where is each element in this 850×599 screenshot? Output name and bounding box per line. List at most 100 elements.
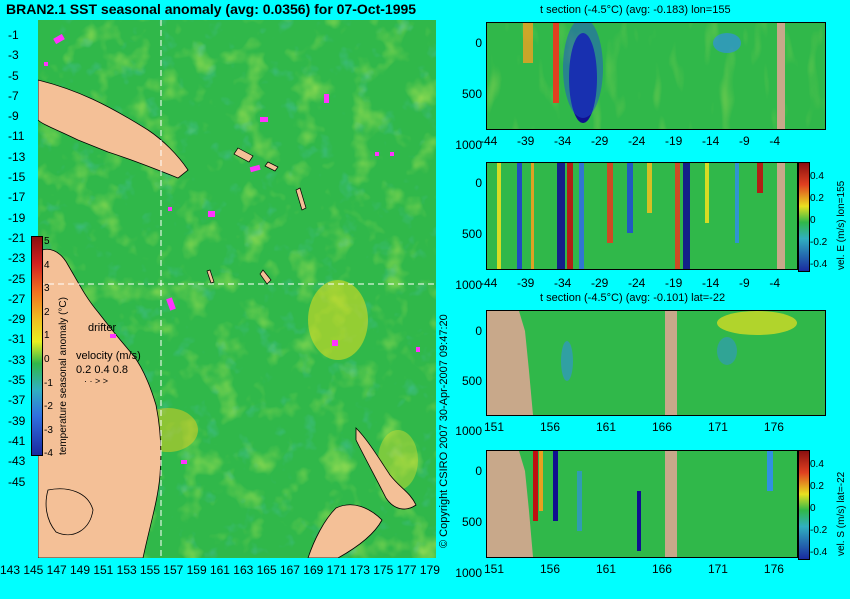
panel-3-title: t section (-4.5°C) (avg: -0.101) lat=-22 — [540, 292, 726, 304]
cbar-tick: 0.4 — [810, 459, 824, 470]
cbar-tick: 0 — [810, 503, 816, 514]
panel-1-title: t section (-4.5°C) (avg: -0.183) lon=155 — [540, 4, 731, 16]
lon-tick: 159 — [186, 563, 207, 577]
lon-tick: 163 — [233, 563, 254, 577]
lat-tick: -9 — [8, 109, 19, 124]
panel-4-colorbar — [798, 450, 810, 560]
map-lat-ticks: -1 -3 -5 -7 -9 -11 -13 -15 -17 -19 -21 -… — [8, 25, 25, 492]
y-tick: 1000 — [455, 424, 482, 438]
cbar-tick: 0.2 — [810, 481, 824, 492]
lat-tick: -27 — [8, 291, 26, 306]
panel-2-xticks: -44 -39 -34 -29 -24 -19 -14 -9 -4 — [480, 276, 780, 290]
lon-tick: 175 — [373, 563, 394, 577]
x-tick: -14 — [702, 134, 720, 148]
cbar-tick: -0.2 — [810, 525, 828, 536]
lat-tick: -1 — [8, 28, 19, 42]
x-tick: -9 — [739, 276, 750, 290]
colorbar-tick: 3 — [44, 283, 50, 295]
panel-4-yticks: 0 500 1000 — [450, 446, 482, 599]
colorbar-tick: -1 — [44, 377, 53, 389]
y-tick: 0 — [475, 464, 482, 478]
lat-tick: -3 — [8, 48, 19, 63]
x-tick: -19 — [665, 134, 683, 148]
panel-1-plot[interactable] — [486, 22, 826, 130]
lat-tick: -31 — [8, 332, 26, 347]
x-tick: -9 — [739, 134, 750, 148]
lat-tick: -13 — [8, 149, 26, 164]
colorbar-tick: -2 — [44, 401, 53, 413]
new-guinea-land — [38, 79, 189, 179]
x-tick: 161 — [595, 420, 616, 434]
tasmania-land — [45, 488, 94, 536]
map-colorbar-ticks: 5 4 3 2 1 0 -1 -2 -3 -4 — [44, 230, 53, 466]
panel-4-cbar-ticks: 0.4 0.2 0 -0.2 -0.4 — [810, 454, 827, 564]
lon-tick: 157 — [163, 563, 184, 577]
copyright-text: © Copyright CSIRO 2007 30-Apr-2007 09:47… — [438, 314, 450, 548]
x-tick: 166 — [651, 420, 672, 434]
panel-3-yticks: 0 500 1000 — [450, 306, 482, 456]
panel-3-plot[interactable] — [486, 310, 826, 416]
y-tick: 500 — [461, 515, 482, 529]
main-title: BRAN2.1 SST seasonal anomaly (avg: 0.035… — [6, 1, 417, 17]
panel-2-cbar-label: vel. E (m/s) lon=155 — [836, 180, 847, 270]
x-tick: 176 — [763, 420, 784, 434]
panel-4-cbar-label: vel. S (m/s) lat=-22 — [836, 471, 847, 556]
x-tick: -44 — [480, 276, 498, 290]
map-colorbar — [31, 236, 43, 456]
lat-tick: -33 — [8, 352, 26, 367]
x-tick: -24 — [628, 276, 646, 290]
x-tick: 151 — [484, 562, 505, 576]
x-tick: -24 — [628, 134, 646, 148]
y-tick: 500 — [461, 87, 482, 101]
sst-map[interactable] — [38, 20, 436, 558]
lon-tick: 147 — [46, 563, 67, 577]
panel-1-yticks: 0 500 1000 — [450, 18, 482, 171]
lat-tick: -21 — [8, 230, 26, 245]
colorbar-tick: 1 — [44, 330, 50, 342]
lat-tick: -39 — [8, 413, 26, 428]
lat-tick: -29 — [8, 312, 26, 327]
x-tick: 161 — [595, 562, 616, 576]
lon-tick: 145 — [23, 563, 44, 577]
panel-2-colorbar — [798, 162, 810, 272]
x-tick: 171 — [707, 420, 728, 434]
lat-tick: -35 — [8, 373, 26, 388]
colorbar-tick: -3 — [44, 424, 53, 436]
x-tick: -4 — [769, 134, 780, 148]
colorbar-tick: -4 — [44, 448, 53, 460]
lon-tick: 161 — [209, 563, 230, 577]
y-tick: 0 — [475, 176, 482, 190]
velocity-label: velocity (m/s) — [76, 350, 141, 362]
x-tick: -34 — [554, 276, 572, 290]
australia-land — [38, 248, 162, 558]
map-colorbar-label: temperature seasonal anomaly (°C) — [58, 297, 69, 455]
velocity-arrows: · · > > — [84, 376, 109, 386]
lat-tick: -25 — [8, 271, 26, 286]
panel-2-yticks: 0 500 1000 — [450, 158, 482, 311]
cbar-tick: 0.2 — [810, 193, 824, 204]
new-zealand-north-island — [355, 427, 417, 510]
lat-tick: -5 — [8, 68, 19, 83]
lon-tick: 179 — [419, 563, 440, 577]
panel-4-xticks: 151 156 161 166 171 176 — [484, 562, 784, 576]
colorbar-tick: 4 — [44, 259, 50, 271]
drifter-label: drifter — [88, 322, 117, 334]
panel-4-plot[interactable] — [486, 450, 798, 558]
x-tick: -29 — [591, 276, 609, 290]
cbar-tick: 0 — [810, 215, 816, 226]
lon-tick: 153 — [116, 563, 137, 577]
x-tick: -29 — [591, 134, 609, 148]
x-tick: -4 — [769, 276, 780, 290]
new-zealand-south-island — [307, 504, 383, 558]
drifter-marker — [110, 334, 116, 338]
lat-tick: -37 — [8, 393, 26, 408]
cbar-tick: -0.2 — [810, 237, 828, 248]
lat-tick: -19 — [8, 210, 26, 225]
lat-tick: -17 — [8, 190, 26, 205]
x-tick: 156 — [539, 562, 561, 576]
x-tick: -14 — [702, 276, 720, 290]
lon-tick: 169 — [303, 563, 324, 577]
x-tick: 171 — [707, 562, 728, 576]
y-tick: 500 — [461, 227, 482, 241]
panel-2-plot[interactable] — [486, 162, 798, 270]
